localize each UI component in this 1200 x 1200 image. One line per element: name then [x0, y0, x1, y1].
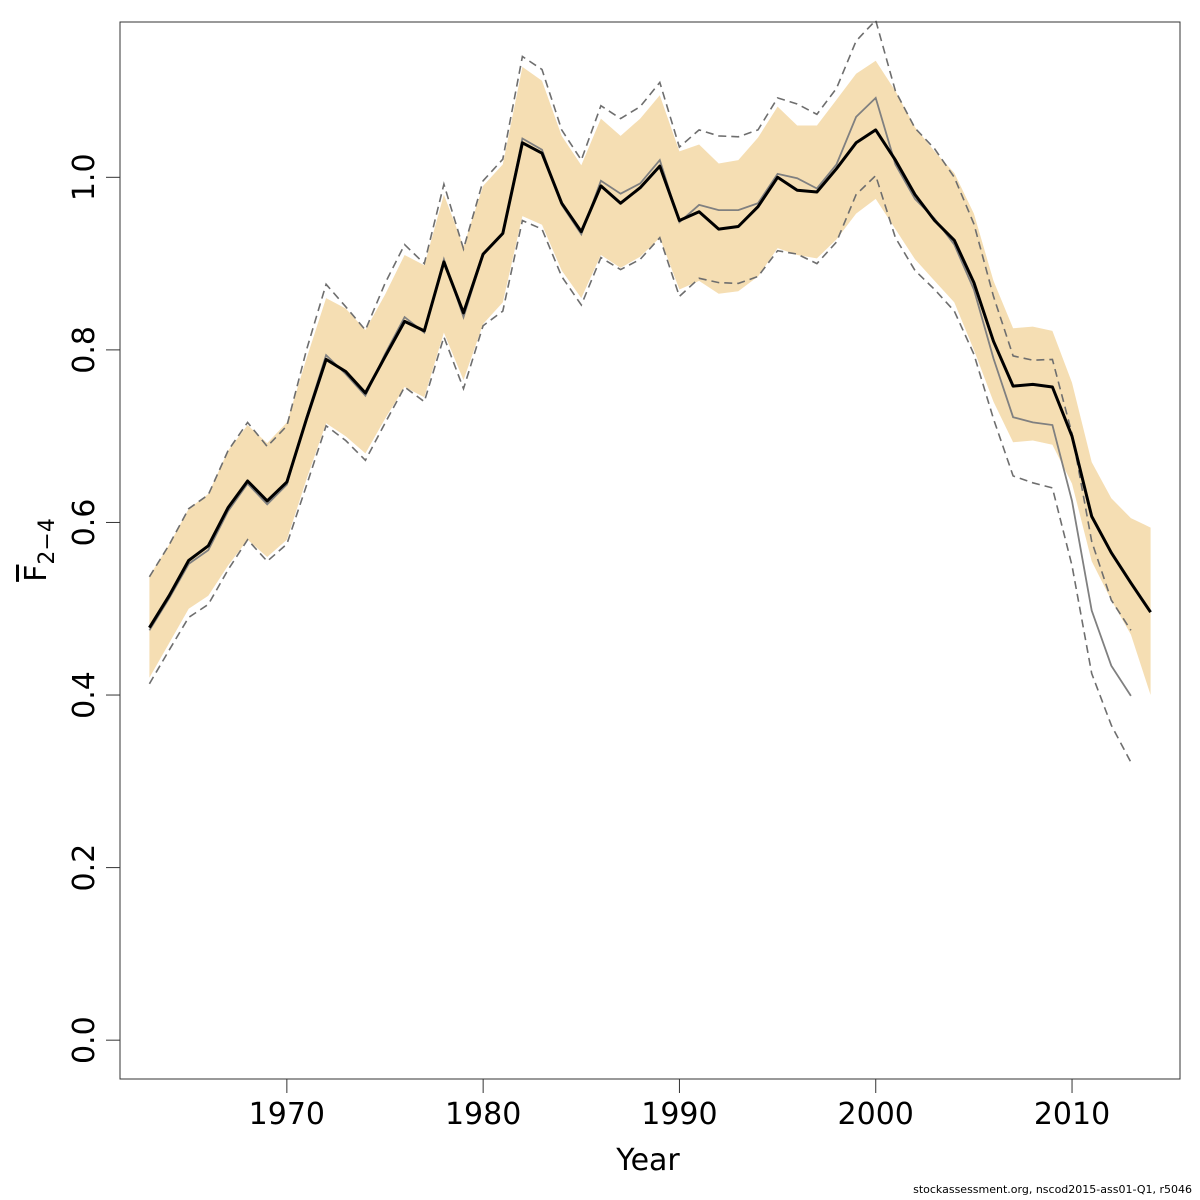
previous-upper-line: [148, 18, 1132, 631]
y-tick-label: 0.8: [67, 326, 102, 374]
confidence-band: [149, 60, 1151, 696]
y-tick-label: 0.6: [67, 499, 102, 547]
y-axis: 0.0 0.2 0.4 0.6 0.8 1.0: [67, 153, 121, 1064]
x-tick-label: 1990: [641, 1097, 717, 1132]
x-tick-label: 2010: [1034, 1097, 1110, 1132]
x-axis: 1970 1980 1990 2000 2010: [249, 1078, 1110, 1132]
footer-source: stockassessment.org, nscod2015-ass01-Q1,…: [913, 1183, 1192, 1196]
svg-text:F2−4: F2−4: [19, 518, 60, 582]
x-tick-label: 2000: [838, 1097, 914, 1132]
y-tick-label: 0.4: [67, 671, 102, 719]
y-axis-title: F2−4: [19, 518, 60, 582]
y-tick-label: 1.0: [67, 153, 102, 201]
y-tick-label: 0.2: [67, 844, 102, 892]
estimate-series-line: [148, 128, 1152, 629]
y-axis-title-main: F: [19, 565, 54, 582]
x-axis-title: Year: [615, 1143, 680, 1178]
previous-ci-lines: [148, 18, 1132, 763]
y-tick-label: 0.0: [67, 1016, 102, 1064]
estimate-line: [148, 128, 1152, 629]
x-tick-label: 1980: [445, 1097, 521, 1132]
band-polygon: [149, 60, 1151, 696]
x-tick-label: 1970: [249, 1097, 325, 1132]
previous-lower-line: [148, 174, 1132, 763]
y-axis-title-sub: 2−4: [35, 518, 60, 564]
